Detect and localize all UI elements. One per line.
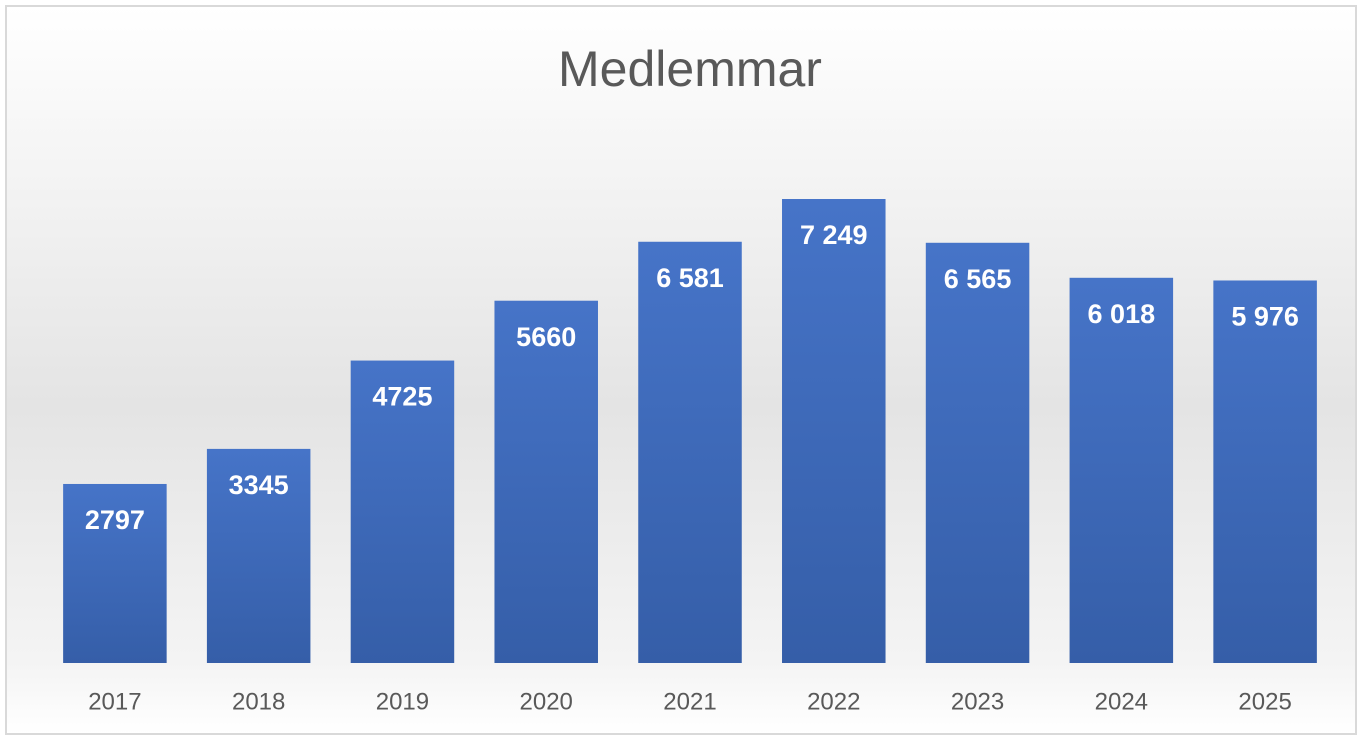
chart-title: Medlemmar [558, 41, 822, 97]
x-tick-label: 2025 [1238, 688, 1291, 715]
value-label: 6 565 [944, 264, 1012, 294]
value-label: 6 018 [1088, 299, 1156, 329]
bar [494, 300, 598, 663]
x-tick-label: 2024 [1095, 688, 1148, 715]
value-label: 5 976 [1231, 302, 1299, 332]
x-tick-label: 2019 [376, 688, 429, 715]
value-label: 7 249 [800, 220, 868, 250]
value-label: 3345 [229, 470, 289, 500]
x-tick-label: 2022 [807, 688, 860, 715]
value-label: 6 581 [656, 263, 724, 293]
x-tick-label: 2020 [520, 688, 573, 715]
value-label: 4725 [372, 382, 432, 412]
x-tick-label: 2023 [951, 688, 1004, 715]
bar [638, 241, 742, 663]
bar [782, 199, 886, 663]
bar [63, 483, 167, 663]
bar [350, 360, 455, 663]
bar [1213, 280, 1317, 663]
x-tick-label: 2021 [663, 688, 716, 715]
bar [206, 448, 311, 663]
bar [925, 242, 1030, 663]
x-tick-label: 2018 [232, 688, 285, 715]
bar [1069, 277, 1174, 663]
x-tick-label: 2017 [88, 688, 141, 715]
value-label: 5660 [516, 322, 576, 352]
value-label: 2797 [85, 505, 145, 535]
